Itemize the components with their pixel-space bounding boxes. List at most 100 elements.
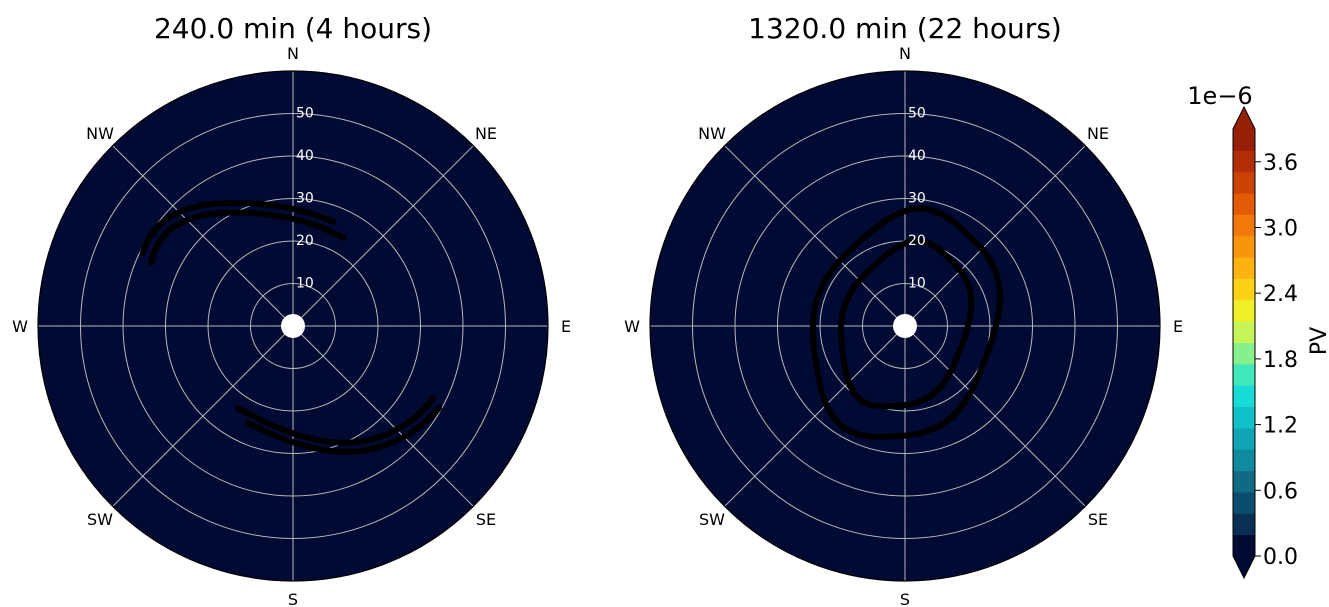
field-cell bbox=[245, 267, 252, 274]
field-cell bbox=[330, 474, 337, 481]
field-cell bbox=[170, 267, 177, 274]
field-cell bbox=[261, 278, 268, 285]
field-cell bbox=[314, 241, 321, 247]
field-cell bbox=[202, 113, 209, 120]
field-cell bbox=[59, 357, 66, 364]
field-cell bbox=[213, 262, 220, 269]
field-cell bbox=[293, 464, 299, 471]
field-cell bbox=[335, 458, 342, 465]
field-cell bbox=[69, 235, 76, 242]
field-cell bbox=[64, 230, 71, 237]
field-cell bbox=[239, 522, 246, 529]
field-cell bbox=[218, 575, 225, 581]
field-cell bbox=[186, 92, 193, 99]
field-cell bbox=[223, 102, 230, 109]
field-cell bbox=[144, 474, 151, 481]
field-cell bbox=[303, 272, 310, 279]
field-cell bbox=[319, 71, 326, 77]
field-cell bbox=[192, 150, 198, 157]
field-cell bbox=[319, 86, 326, 93]
field-cell bbox=[229, 511, 236, 518]
field-cell bbox=[117, 405, 124, 412]
field-cell bbox=[245, 448, 252, 455]
field-cell bbox=[186, 458, 193, 465]
field-cell bbox=[319, 256, 326, 263]
field-cell bbox=[123, 134, 129, 141]
field-cell bbox=[213, 416, 220, 423]
field-cell bbox=[319, 469, 326, 476]
field-cell bbox=[181, 347, 188, 354]
field-cell bbox=[346, 278, 353, 285]
field-cell bbox=[85, 426, 92, 433]
field-cell bbox=[218, 538, 225, 545]
field-cell bbox=[154, 543, 161, 550]
field-cell bbox=[202, 150, 209, 157]
field-cell bbox=[48, 379, 55, 386]
field-cell bbox=[346, 288, 353, 295]
field-cell bbox=[324, 405, 331, 412]
field-cell bbox=[170, 182, 177, 189]
field-cell bbox=[293, 198, 299, 205]
field-cell bbox=[117, 373, 124, 380]
field-cell bbox=[149, 421, 156, 428]
field-cell bbox=[330, 288, 337, 295]
field-cell bbox=[181, 442, 188, 449]
field-cell bbox=[266, 267, 273, 274]
field-cell bbox=[277, 368, 283, 375]
field-cell bbox=[351, 326, 358, 332]
field-cell bbox=[149, 341, 156, 348]
field-cell bbox=[266, 480, 273, 486]
field-cell bbox=[112, 426, 119, 433]
field-cell bbox=[176, 527, 183, 534]
field-cell bbox=[293, 102, 299, 109]
field-cell bbox=[314, 469, 321, 476]
field-cell bbox=[112, 310, 119, 316]
field-cell bbox=[69, 182, 76, 189]
field-cell bbox=[192, 416, 198, 423]
field-cell bbox=[96, 203, 103, 210]
field-cell bbox=[303, 150, 310, 157]
field-cell bbox=[144, 373, 151, 380]
field-cell bbox=[197, 310, 204, 316]
field-cell bbox=[48, 315, 55, 322]
field-cell bbox=[319, 565, 326, 571]
field-cell bbox=[154, 522, 161, 529]
field-cell bbox=[308, 71, 315, 77]
field-cell bbox=[330, 145, 337, 152]
field-cell bbox=[176, 389, 183, 396]
field-cell bbox=[266, 522, 273, 529]
field-cell bbox=[107, 395, 113, 401]
field-cell bbox=[181, 156, 188, 162]
field-cell bbox=[245, 299, 252, 306]
field-cell bbox=[213, 118, 220, 125]
field-cell bbox=[202, 278, 209, 285]
field-cell bbox=[154, 511, 161, 518]
field-cell bbox=[186, 171, 193, 178]
field-cell bbox=[277, 198, 283, 205]
field-cell bbox=[261, 357, 268, 364]
field-cell bbox=[202, 267, 209, 274]
field-cell bbox=[298, 575, 305, 581]
field-cell bbox=[239, 379, 246, 386]
field-cell bbox=[255, 442, 262, 449]
field-cell bbox=[303, 235, 310, 242]
field-cell bbox=[186, 272, 193, 279]
field-cell bbox=[197, 421, 204, 428]
field-cell bbox=[346, 251, 353, 258]
field-cell bbox=[351, 522, 358, 529]
field-cell bbox=[319, 496, 326, 502]
field-cell bbox=[277, 288, 283, 295]
field-cell bbox=[107, 198, 113, 205]
field-cell bbox=[261, 506, 268, 513]
field-cell bbox=[223, 395, 230, 401]
field-cell bbox=[319, 262, 326, 269]
field-cell bbox=[101, 464, 108, 471]
field-cell bbox=[154, 400, 161, 407]
field-cell bbox=[192, 315, 198, 322]
field-cell bbox=[330, 278, 337, 285]
field-cell bbox=[303, 538, 310, 545]
field-cell bbox=[314, 294, 321, 301]
field-cell bbox=[154, 326, 161, 332]
field-cell bbox=[293, 230, 299, 237]
field-cell bbox=[91, 363, 98, 370]
